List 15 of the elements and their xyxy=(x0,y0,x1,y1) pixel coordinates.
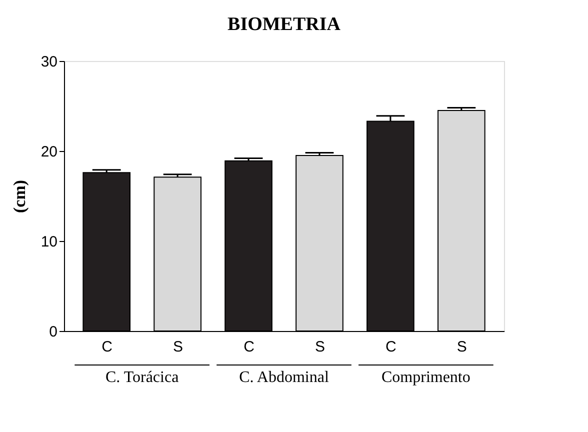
x-tick-label: C xyxy=(102,338,113,356)
x-tick-label: S xyxy=(173,338,184,356)
text: C. Torácica xyxy=(105,369,179,386)
x-tick-label: C xyxy=(386,338,397,356)
text: C. Abdominal xyxy=(239,369,330,386)
x-tick-label: C xyxy=(244,338,255,356)
text: Comprimento xyxy=(381,369,470,386)
x-tick-label: S xyxy=(314,338,325,356)
chart-title: BIOMETRIA xyxy=(228,14,341,35)
y-tick-label: 0 xyxy=(49,324,58,340)
y-tick-label: 20 xyxy=(40,144,58,160)
y-axis-title: (cm) xyxy=(10,180,29,214)
y-tick-label: 30 xyxy=(40,54,58,70)
y-tick-label: 10 xyxy=(40,234,58,250)
x-tick-label: S xyxy=(456,338,467,356)
